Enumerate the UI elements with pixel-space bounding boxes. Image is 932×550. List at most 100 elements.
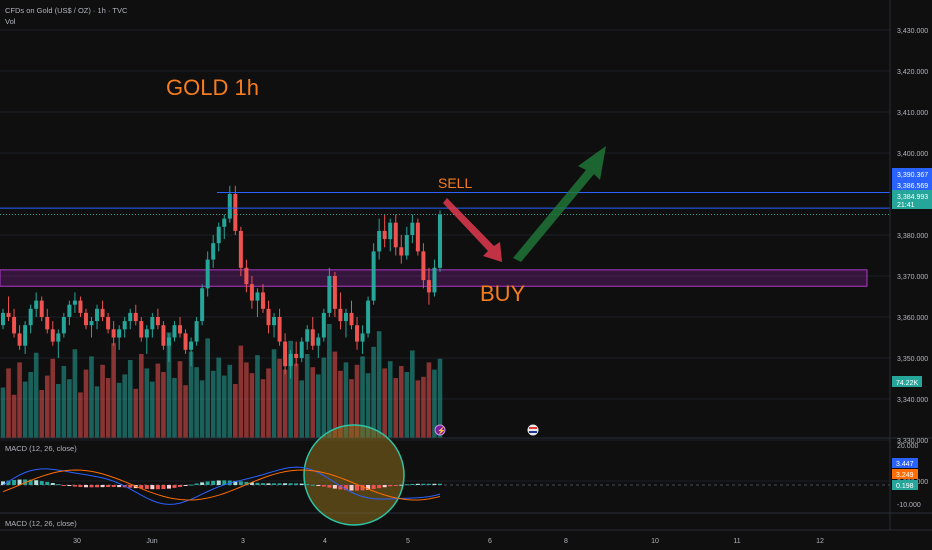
- badge-signal: 3.249: [892, 469, 918, 479]
- macd-hist-bar: [377, 485, 382, 489]
- buy-label[interactable]: BUY: [480, 281, 526, 306]
- volume-bar: [177, 361, 183, 438]
- macd-hist-bar: [421, 483, 426, 485]
- macd-hist-bar: [200, 482, 205, 485]
- volume-bar: [33, 352, 39, 438]
- grid: [0, 29, 890, 482]
- macd-hist-bar: [349, 485, 354, 491]
- macd-histogram: [1, 479, 442, 491]
- macd-hist-bar: [238, 481, 243, 485]
- volume-bar: [410, 350, 415, 438]
- volume-bar: [387, 361, 393, 438]
- candle-body: [1, 312, 5, 326]
- chart-title-annotation[interactable]: GOLD 1h: [166, 75, 259, 100]
- macd-hist-bar: [283, 483, 288, 485]
- macd-hist-bar: [45, 481, 50, 485]
- candle-body: [349, 312, 354, 326]
- volume-label: Vol: [5, 17, 16, 26]
- volume-bar: [155, 363, 161, 438]
- sell-arrow[interactable]: [443, 198, 502, 262]
- macd-hist-bar: [382, 485, 387, 488]
- macd-hist-bar: [150, 485, 155, 490]
- macd-hist-bar: [393, 485, 398, 486]
- badge-last-price: 3,384.993 21:41: [892, 190, 932, 209]
- volume-bar: [61, 366, 67, 438]
- macd-hist-bar: [316, 485, 321, 486]
- macd-hist-bar: [50, 483, 55, 485]
- volume-bar: [72, 349, 78, 438]
- candle-body: [172, 325, 177, 338]
- volume-bar: [199, 380, 205, 438]
- volume-bar: [316, 374, 321, 438]
- volume-bar: [349, 379, 354, 438]
- candle-body: [34, 300, 39, 309]
- price-tick: 3,420.000: [897, 69, 928, 76]
- candle-body: [222, 218, 227, 227]
- sell-label[interactable]: SELL: [438, 175, 472, 191]
- macd-hist-bar: [172, 485, 177, 488]
- candle-body: [106, 317, 111, 330]
- macd-hist-bar: [95, 485, 100, 488]
- macd-hist-bar: [438, 483, 442, 485]
- macd-signal-line: [2, 469, 441, 501]
- volume-bar: [161, 372, 166, 438]
- macd-hist-bar: [321, 485, 326, 487]
- macd-hist-bar: [415, 483, 420, 485]
- volume-bar: [249, 373, 255, 438]
- macd-hist-bar: [305, 484, 310, 486]
- volume-bar: [116, 382, 122, 438]
- volume-bar: [39, 390, 45, 438]
- macd-hist-bar: [144, 485, 149, 489]
- candle-body: [189, 341, 194, 350]
- volume-bar: [415, 380, 421, 438]
- macd-label[interactable]: MACD (12, 26, close): [5, 444, 77, 453]
- macd-hist-bar: [6, 480, 11, 485]
- candle-body: [161, 325, 166, 346]
- candle-body: [305, 329, 310, 342]
- volume-bar: [233, 384, 238, 438]
- candle-body: [233, 194, 238, 231]
- macd-hist-bar: [266, 483, 271, 485]
- volume-bar: [360, 356, 365, 438]
- macd-label-2[interactable]: MACD (12, 26, close): [5, 519, 77, 528]
- candle-body: [393, 222, 398, 248]
- macd-scale-top: 20.000: [897, 443, 919, 450]
- candle-body: [371, 251, 376, 301]
- highlight-circle[interactable]: [303, 424, 405, 526]
- price-tick: 3,380.000: [897, 233, 928, 240]
- buy-arrow[interactable]: [513, 146, 606, 262]
- candle-body: [17, 333, 22, 346]
- macd-hist-bar: [83, 485, 88, 488]
- macd-hist-bar: [161, 485, 166, 490]
- macd-hist-bar: [332, 485, 337, 489]
- macd-hist-bar: [327, 485, 332, 488]
- candle-body: [12, 317, 17, 334]
- candle-body: [421, 251, 426, 281]
- volume-bar: [255, 355, 260, 438]
- volume-bar: [299, 380, 305, 438]
- macd-hist-bar: [155, 485, 160, 490]
- volume-bar: [437, 358, 443, 438]
- candle-body: [277, 317, 282, 342]
- time-axis[interactable]: 30 Jun 3 4 5 6 8 10 11 12: [73, 538, 824, 545]
- price-scale[interactable]: 3,430.000 3,420.000 3,410.000 3,400.000 3,38…: [897, 28, 928, 486]
- candle-body: [178, 325, 183, 334]
- volume-bar: [100, 364, 105, 438]
- flag-event-icon[interactable]: [527, 424, 539, 436]
- candle-body: [50, 329, 55, 342]
- candle-body: [117, 329, 122, 338]
- volume-bar: [421, 376, 426, 438]
- lightning-icon[interactable]: ⚡: [434, 424, 446, 436]
- candle-body: [399, 247, 404, 256]
- badge-macd: 3.447: [892, 458, 918, 468]
- volume-bar: [144, 368, 150, 438]
- volume-bar: [310, 367, 316, 438]
- candle-body: [61, 317, 66, 334]
- macd-hist-bar: [288, 483, 293, 485]
- macd-hist-bar: [432, 483, 437, 485]
- volume-bar: [83, 369, 89, 438]
- volume-bar: [327, 324, 332, 438]
- candle-body: [244, 267, 249, 285]
- macd-hist-bar: [294, 483, 299, 485]
